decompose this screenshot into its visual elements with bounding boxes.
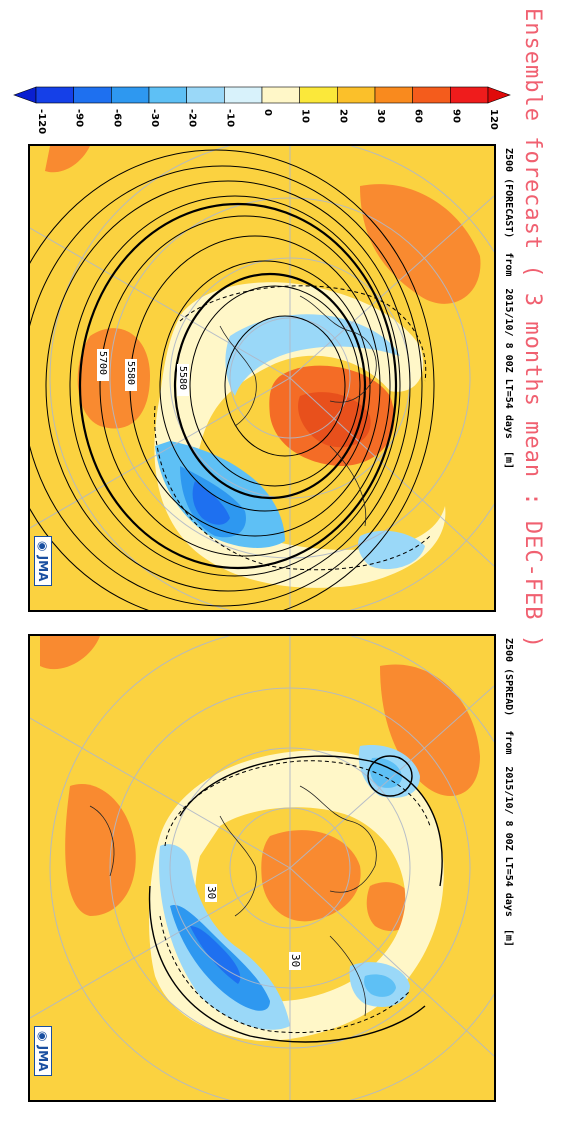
spread-map-svg: 30 30 xyxy=(30,636,494,1100)
forecast-unit: [m] xyxy=(503,450,514,469)
colorbar-tick-label: 20 xyxy=(337,109,348,123)
colorbar-segment xyxy=(148,86,187,104)
colorbar-tick-label: -120 xyxy=(36,109,47,134)
colorbar-tick-label: 120 xyxy=(488,109,499,130)
spread-variable: Z500 (SPREAD) xyxy=(503,638,514,717)
anomaly-negative xyxy=(225,314,400,396)
jma-logo: ◉ JMA xyxy=(34,536,52,587)
spread-unit: [m] xyxy=(503,928,514,947)
spread-from: from xyxy=(503,730,514,755)
colorbar-segment xyxy=(412,86,451,104)
jma-logo: ◉ JMA xyxy=(34,1026,52,1077)
forecast-contour-label: 5700 xyxy=(97,351,108,375)
spread-caption: Z500 (SPREAD) from 2015/10/ 8 00Z LT=54 da… xyxy=(503,638,514,947)
colorbar-arrow-low xyxy=(13,86,37,104)
colorbar-segment xyxy=(450,86,489,104)
colorbar-segment xyxy=(261,86,300,104)
forecast-contour-label: 5580 xyxy=(177,366,188,390)
colorbar-tick-label: -10 xyxy=(224,109,235,127)
colorbar-tick-label: -30 xyxy=(149,109,160,127)
forecast-variable: Z500 (FORECAST) xyxy=(503,148,514,239)
forecast-from: from xyxy=(503,252,514,277)
forecast-init: 2015/10/ 8 00Z LT=54 days xyxy=(503,288,514,439)
colorbar-segment xyxy=(224,86,263,104)
spread-contour-label: 30 xyxy=(289,954,302,967)
spread-map: 30 30 ◉ JMA xyxy=(28,634,496,1102)
colorbar-segment xyxy=(111,86,150,104)
forecast-map-svg: 5700 5580 5580 xyxy=(30,146,494,610)
colorbar-segment xyxy=(73,86,112,104)
anomaly-positive xyxy=(360,184,481,304)
colorbar: -120 -90 -60 -30 -20 -10 0 10 20 30 60 90 120 xyxy=(13,86,511,134)
forecast-contour-label: 5580 xyxy=(125,361,136,385)
logo-icon: ◉ xyxy=(36,541,50,552)
colorbar-tick-label: -90 xyxy=(74,109,85,127)
colorbar-tick-label: -20 xyxy=(187,109,198,127)
forecast-caption: Z500 (FORECAST) from 2015/10/ 8 00Z LT=54 … xyxy=(503,148,514,469)
colorbar-tick-label: 60 xyxy=(413,109,424,123)
spread-init: 2015/10/ 8 00Z LT=54 days xyxy=(503,766,514,917)
colorbar-arrow-high xyxy=(487,86,511,104)
colorbar-tick-label: 90 xyxy=(450,109,461,123)
colorbar-segment xyxy=(337,86,376,104)
colorbar-tick-label: 30 xyxy=(375,109,386,123)
colorbar-tick-label: 0 xyxy=(262,109,273,116)
spread-contour-label: 30 xyxy=(205,886,218,899)
colorbar-segment xyxy=(374,86,413,104)
forecast-map: 5700 5580 5580 ◉ JMA xyxy=(28,144,496,612)
colorbar-tick-label: -60 xyxy=(111,109,122,127)
logo-icon: ◉ xyxy=(36,1031,50,1042)
colorbar-segment xyxy=(35,86,74,104)
colorbar-tick-label: 10 xyxy=(300,109,311,123)
colorbar-segment xyxy=(299,86,338,104)
colorbar-segment xyxy=(186,86,225,104)
